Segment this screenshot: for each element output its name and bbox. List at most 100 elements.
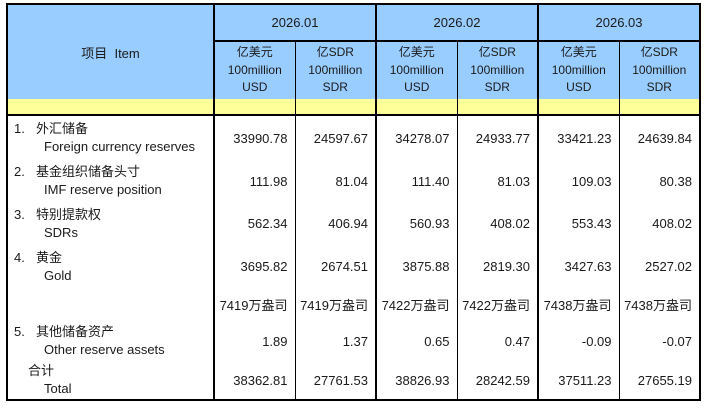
row-label: 3. 特别提款权 SDRs: [7, 202, 214, 245]
value-cell: 406.94: [294, 202, 376, 245]
value-cell: 408.02: [618, 202, 700, 245]
value-cell: 3875.88: [375, 245, 457, 288]
unit-line-mid: 100million: [227, 62, 282, 77]
value-cell: 81.04: [294, 160, 376, 202]
month-header-3: 2026.03: [537, 4, 700, 42]
row-label-en: Foreign currency reserves: [44, 139, 195, 154]
value-cell: 0.47: [456, 321, 538, 361]
table-row-total: 合计 Total 38362.81 27761.53 38826.93 2824…: [7, 361, 700, 400]
separator-cell: [537, 99, 619, 116]
value-cell: 553.43: [537, 202, 619, 245]
row-number: 3.: [14, 206, 25, 222]
value-cell: 1.37: [294, 321, 376, 361]
value-cell: 109.03: [537, 160, 619, 202]
unit-line-cn: 亿美元: [398, 45, 435, 60]
unit-line-cn: 亿美元: [560, 45, 597, 60]
row-label: 5. 其他储备资产 Other reserve assets: [7, 321, 214, 361]
value-cell: 37511.23: [537, 361, 619, 400]
row-label-zh: 黄金: [36, 249, 63, 265]
row-label-en: Other reserve assets: [44, 342, 165, 357]
value-cell: 562.34: [213, 202, 295, 245]
unit-line-code: USD: [566, 80, 592, 95]
value-cell: 28242.59: [456, 361, 538, 400]
unit-line-code: USD: [404, 80, 430, 95]
row-number: 2.: [14, 164, 25, 180]
unit-header-sdr: 亿SDR 100million SDR: [456, 41, 538, 99]
row-label-en: Total: [44, 381, 72, 396]
value-cell: 33990.78: [213, 115, 295, 160]
unit-header-usd: 亿美元 100million USD: [213, 41, 295, 99]
value-cell: 2527.02: [618, 245, 700, 288]
item-column-header: 项目 Item: [7, 4, 215, 99]
value-cell: -0.09: [537, 321, 619, 361]
value-cell: 2819.30: [456, 245, 538, 288]
row-label: 1. 外汇储备 Foreign currency reserves: [7, 115, 214, 160]
value-cell: 27655.19: [618, 361, 700, 400]
unit-header-sdr: 亿SDR 100million SDR: [294, 41, 376, 99]
value-cell: 0.65: [375, 321, 457, 361]
value-cell: 3427.63: [537, 245, 619, 288]
row-label-zh: 基金组织储备头寸: [36, 164, 141, 180]
month-header-1: 2026.01: [213, 4, 376, 42]
row-label-en: IMF reserve position: [44, 182, 162, 197]
unit-line-code: USD: [242, 80, 268, 95]
value-cell: 27761.53: [294, 361, 376, 400]
unit-line-cn: 亿美元: [236, 45, 273, 60]
separator-cell: [213, 99, 295, 116]
row-number: 5.: [14, 324, 25, 340]
unit-line-code: SDR: [646, 80, 672, 95]
row-label-en: Gold: [44, 267, 72, 283]
value-cell: 34278.07: [375, 115, 457, 160]
value-cell: -0.07: [618, 321, 700, 361]
table-row-sdrs: 3. 特别提款权 SDRs 562.34 406.94 560.93 408.02…: [7, 202, 700, 245]
value-cell: 24639.84: [618, 115, 700, 160]
row-label-zh: 其他储备资产: [36, 324, 115, 340]
value-cell: 111.98: [213, 160, 295, 202]
unit-line-mid: 100million: [308, 62, 363, 77]
unit-line-code: SDR: [322, 80, 348, 95]
months-header-row: 项目 Item 2026.01 2026.02 2026.03: [7, 4, 700, 99]
row-number: 1.: [14, 121, 25, 137]
separator-cell: [618, 99, 700, 116]
month-header-2: 2026.02: [375, 4, 538, 42]
unit-line-cn: 亿SDR: [478, 45, 516, 60]
row-label: [7, 288, 214, 321]
row-label: 合计 Total: [7, 361, 214, 400]
separator-cell: [375, 99, 457, 116]
table-row-gold: 4. 黄金 Gold 3695.82 2674.51 3875.88 2819.3…: [7, 245, 700, 288]
value-cell: 7438万盎司: [618, 288, 700, 321]
units-header-row: 亿美元 100million USD 亿SDR 100million SDR 亿…: [7, 41, 700, 99]
value-cell: 7438万盎司: [537, 288, 619, 321]
official-reserve-assets-table: 项目 Item 2026.01 2026.02 2026.03 亿美元 100m…: [6, 3, 701, 401]
unit-line-mid: 100million: [632, 62, 687, 77]
unit-header-usd: 亿美元 100million USD: [537, 41, 619, 99]
table-row-other-reserve-assets: 5. 其他储备资产 Other reserve assets 1.89 1.37 …: [7, 321, 700, 361]
value-cell: 24933.77: [456, 115, 538, 160]
value-cell: 80.38: [618, 160, 700, 202]
value-cell: 7422万盎司: [375, 288, 457, 321]
value-cell: 7419万盎司: [294, 288, 376, 321]
separator-cell: [456, 99, 538, 116]
separator-cell: [294, 99, 376, 116]
value-cell: 1.89: [213, 321, 295, 361]
value-cell: 2674.51: [294, 245, 376, 288]
row-label: 4. 黄金 Gold: [7, 245, 214, 288]
unit-header-sdr: 亿SDR 100million SDR: [618, 41, 700, 99]
row-label-zh: 外汇储备: [36, 121, 89, 137]
value-cell: 111.40: [375, 160, 457, 202]
separator-cell: [7, 99, 214, 116]
value-cell: 81.03: [456, 160, 538, 202]
value-cell: 38826.93: [375, 361, 457, 400]
row-label-zh: 特别提款权: [36, 206, 102, 222]
value-cell: 7422万盎司: [456, 288, 538, 321]
table-row-imf-reserve-position: 2. 基金组织储备头寸 IMF reserve position 111.98 8…: [7, 160, 700, 202]
value-cell: 3695.82: [213, 245, 295, 288]
yellow-separator-row: [7, 99, 700, 116]
value-cell: 33421.23: [537, 115, 619, 160]
unit-line-code: SDR: [484, 80, 510, 95]
row-label-zh: 合计: [28, 363, 55, 379]
row-label: 2. 基金组织储备头寸 IMF reserve position: [7, 160, 214, 202]
value-cell: 24597.67: [294, 115, 376, 160]
unit-line-mid: 100million: [551, 62, 606, 77]
unit-line-mid: 100million: [389, 62, 444, 77]
